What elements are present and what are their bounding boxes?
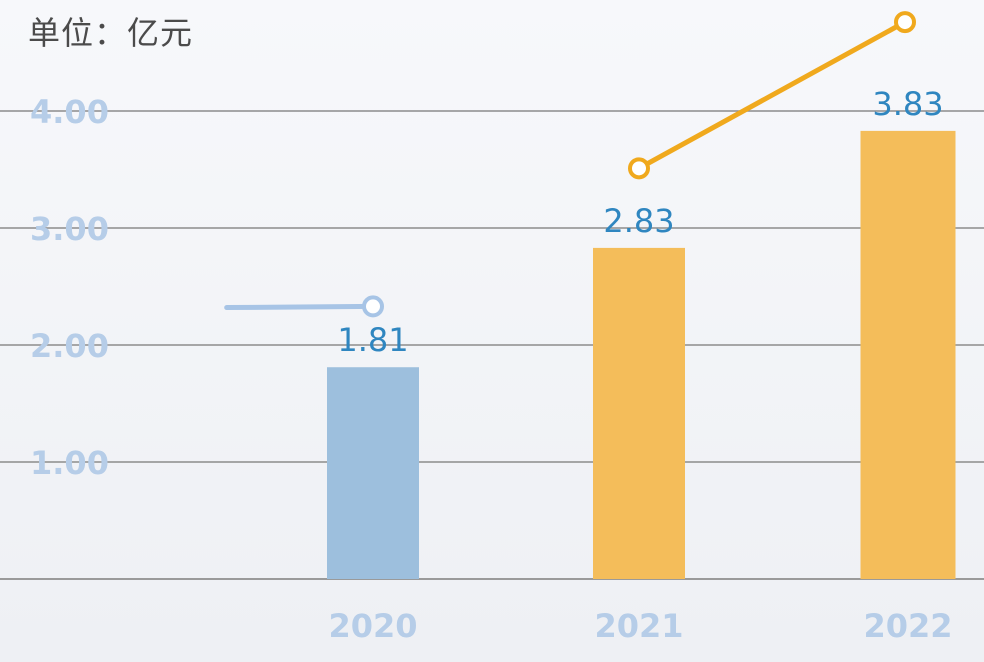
y-tick-label: 3.00 (30, 210, 109, 248)
bar-2022 (860, 130, 956, 579)
line-marker-orange (628, 157, 650, 180)
trend-line-orange (636, 19, 908, 171)
y-tick-label: 4.00 (30, 93, 109, 131)
x-tick-label-2022: 2022 (863, 607, 952, 645)
x-tick-label-2020: 2020 (328, 607, 417, 645)
bar-2021 (593, 247, 685, 579)
unit-label: 单位：亿元 (28, 14, 194, 52)
x-tick-label-2021: 2021 (594, 607, 683, 645)
y-tick-label: 2.00 (30, 327, 109, 365)
data-label-2021: 2.83 (603, 202, 674, 240)
bar-2020 (327, 367, 419, 579)
trend-line-blue (224, 303, 376, 311)
y-tick-label: 1.00 (30, 444, 109, 482)
data-label-2020: 1.81 (337, 321, 408, 359)
line-marker-blue (362, 295, 384, 318)
data-label-2022: 3.83 (872, 85, 943, 123)
line-marker-orange (894, 11, 916, 34)
